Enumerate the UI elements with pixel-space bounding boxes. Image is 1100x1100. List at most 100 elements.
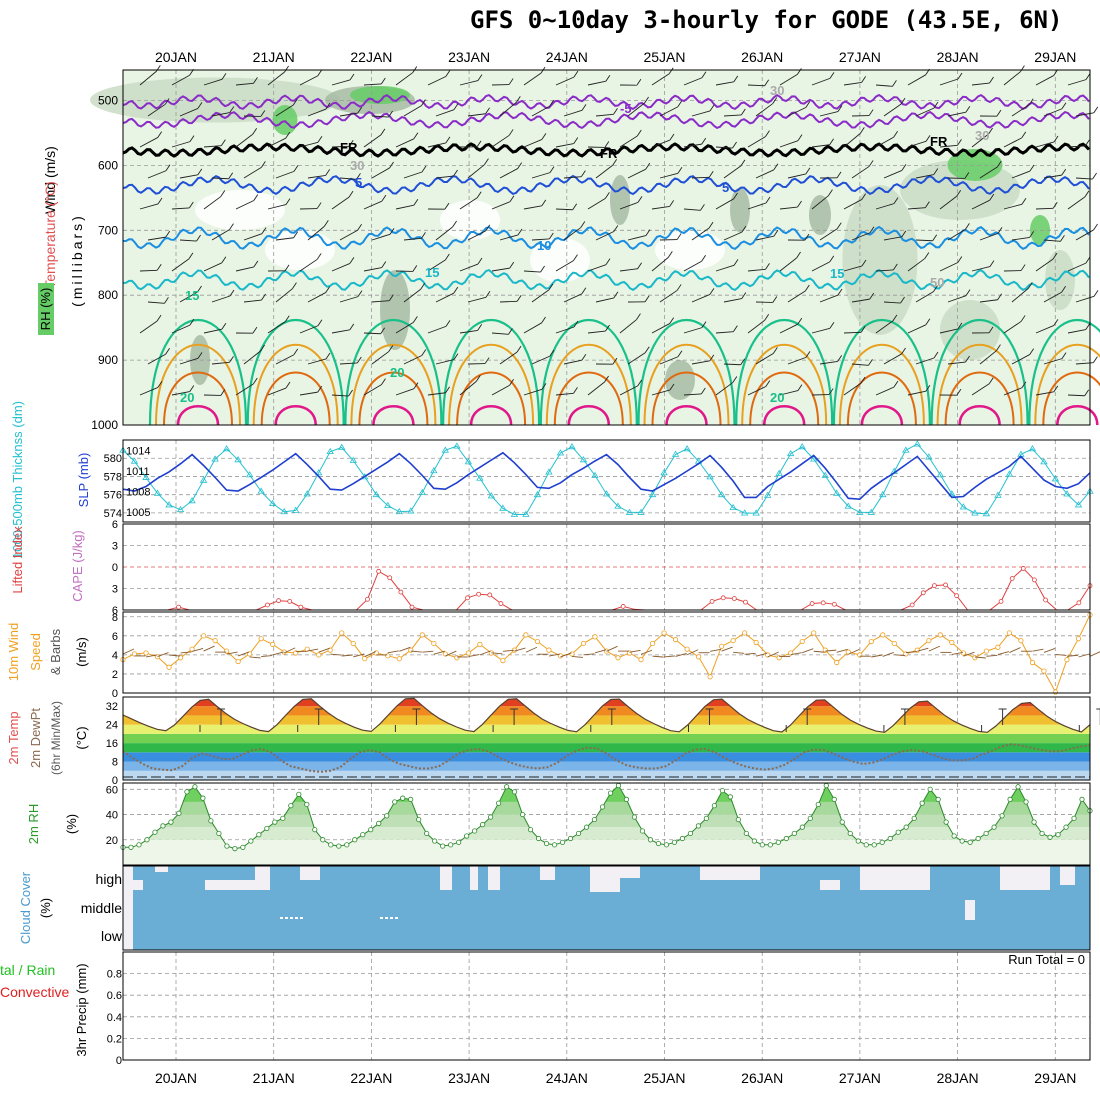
wind-barb-flag bbox=[453, 103, 459, 110]
wind-barb-flag bbox=[252, 128, 258, 135]
wind-barb-flag bbox=[637, 379, 643, 387]
wind-barb bbox=[139, 320, 158, 334]
wind-barb-flag bbox=[475, 375, 481, 382]
slp-point bbox=[602, 490, 611, 497]
wind-barb-flag bbox=[444, 253, 450, 261]
rh2m-point bbox=[863, 842, 869, 848]
rh2m-point bbox=[1031, 819, 1037, 825]
wind-barb-flag bbox=[188, 201, 194, 209]
wind-barb bbox=[491, 201, 511, 210]
rh-shade bbox=[1045, 250, 1075, 310]
wind-barb-flag bbox=[253, 260, 259, 268]
wind-barb bbox=[747, 319, 765, 334]
wind-barb bbox=[179, 357, 199, 365]
wind-barb-flag bbox=[220, 389, 226, 396]
ylabel-precip: 3hr Precip (mm) bbox=[74, 963, 89, 1056]
wind-barb-flag bbox=[573, 137, 579, 144]
wind-barb-flag bbox=[293, 165, 299, 172]
wind-barb-flag bbox=[645, 229, 651, 236]
wind-barb-10m bbox=[1043, 648, 1056, 653]
slp-point bbox=[372, 490, 380, 498]
wind-barb-flag bbox=[677, 167, 683, 174]
rh2m-point bbox=[695, 823, 702, 829]
wind-barb-flag bbox=[477, 257, 483, 265]
ylabel-temp-unit: (°C) bbox=[74, 726, 89, 749]
wind-barb-flag bbox=[636, 129, 642, 137]
temp-band bbox=[123, 733, 1090, 744]
wind-barb-10m bbox=[963, 651, 975, 657]
slp-point bbox=[1051, 475, 1060, 482]
rh2m-point bbox=[751, 838, 757, 844]
rh-shade bbox=[730, 187, 750, 233]
wind-barb-flag bbox=[349, 323, 355, 331]
wind-barb bbox=[747, 136, 766, 148]
wind-speed-point bbox=[247, 651, 253, 657]
wind-speed-point bbox=[1064, 657, 1070, 663]
wind-barb-flag bbox=[901, 164, 907, 171]
wind-barb bbox=[1067, 329, 1086, 334]
wind-barb-flag bbox=[708, 221, 714, 229]
rh2m-point bbox=[975, 835, 981, 842]
wind-barb-flag bbox=[741, 225, 747, 233]
ylabel-millibars: (millibars) bbox=[69, 213, 85, 307]
wind-barb-flag bbox=[453, 286, 459, 294]
contour-20-arch bbox=[442, 318, 541, 426]
wind-barb bbox=[211, 295, 231, 303]
rh-shade bbox=[610, 175, 630, 225]
cloud-gap bbox=[820, 880, 840, 890]
cloud-gap bbox=[155, 866, 168, 872]
wind-barb bbox=[1003, 321, 1022, 334]
wind-barb-flag bbox=[445, 320, 451, 327]
wind-barb-flag bbox=[797, 200, 802, 208]
panel-frame bbox=[122, 865, 1091, 951]
lifted-index-point bbox=[943, 582, 948, 588]
wind-barb bbox=[691, 227, 710, 241]
wind-barb-flag bbox=[485, 224, 491, 232]
wind-barb-10m bbox=[502, 649, 514, 652]
wind-speed-point bbox=[143, 650, 149, 656]
wind-barb bbox=[715, 198, 734, 210]
wind-barb bbox=[307, 226, 325, 241]
rh2m-point bbox=[376, 820, 382, 826]
wind-barb-flag bbox=[221, 139, 226, 146]
cloud-gap bbox=[1060, 866, 1075, 885]
ylabel-rh-unit: (%) bbox=[64, 814, 79, 834]
wind-barb-flag bbox=[484, 158, 489, 165]
wind-barb bbox=[971, 383, 990, 396]
wind-barb-flag bbox=[1029, 164, 1035, 172]
wind-barb-flag bbox=[892, 80, 897, 87]
wind-barb-10m bbox=[917, 647, 929, 652]
rh2m-point bbox=[623, 796, 630, 803]
date-label-top: 20JAN bbox=[155, 49, 197, 65]
date-label-top: 25JAN bbox=[643, 49, 685, 65]
rh2m-point bbox=[456, 839, 462, 845]
slp-point bbox=[879, 490, 887, 498]
wind-barb bbox=[267, 321, 286, 334]
slp-point bbox=[798, 443, 806, 450]
slp-point bbox=[499, 504, 507, 511]
wind-barb-flag bbox=[1060, 235, 1065, 242]
slp-point bbox=[775, 469, 783, 476]
wind-barb bbox=[755, 103, 774, 117]
slp-point bbox=[142, 473, 150, 480]
contour-35-arch bbox=[274, 405, 317, 426]
wind-barb-flag bbox=[573, 387, 578, 394]
wind-barb bbox=[371, 233, 391, 241]
rh2m-point bbox=[432, 838, 438, 844]
wind-barb bbox=[1043, 174, 1062, 179]
lifted-index-point bbox=[387, 575, 393, 581]
wind-barb bbox=[307, 174, 326, 179]
wind-barb-flag bbox=[1084, 190, 1090, 198]
slp-point bbox=[948, 490, 956, 497]
lifted-index-point bbox=[731, 596, 737, 601]
wind-barb-flag bbox=[612, 357, 618, 365]
wind-barb-flag bbox=[765, 263, 770, 270]
wind-barb bbox=[683, 208, 701, 211]
rh2m-point bbox=[296, 791, 302, 797]
wind-barb-flag bbox=[221, 73, 227, 80]
wind-barb bbox=[883, 103, 902, 117]
wind-barb-flag bbox=[389, 228, 395, 235]
wind-barb-flag bbox=[477, 324, 483, 331]
wind-barb-flag bbox=[381, 194, 387, 202]
wind-barb-flag bbox=[325, 286, 331, 293]
